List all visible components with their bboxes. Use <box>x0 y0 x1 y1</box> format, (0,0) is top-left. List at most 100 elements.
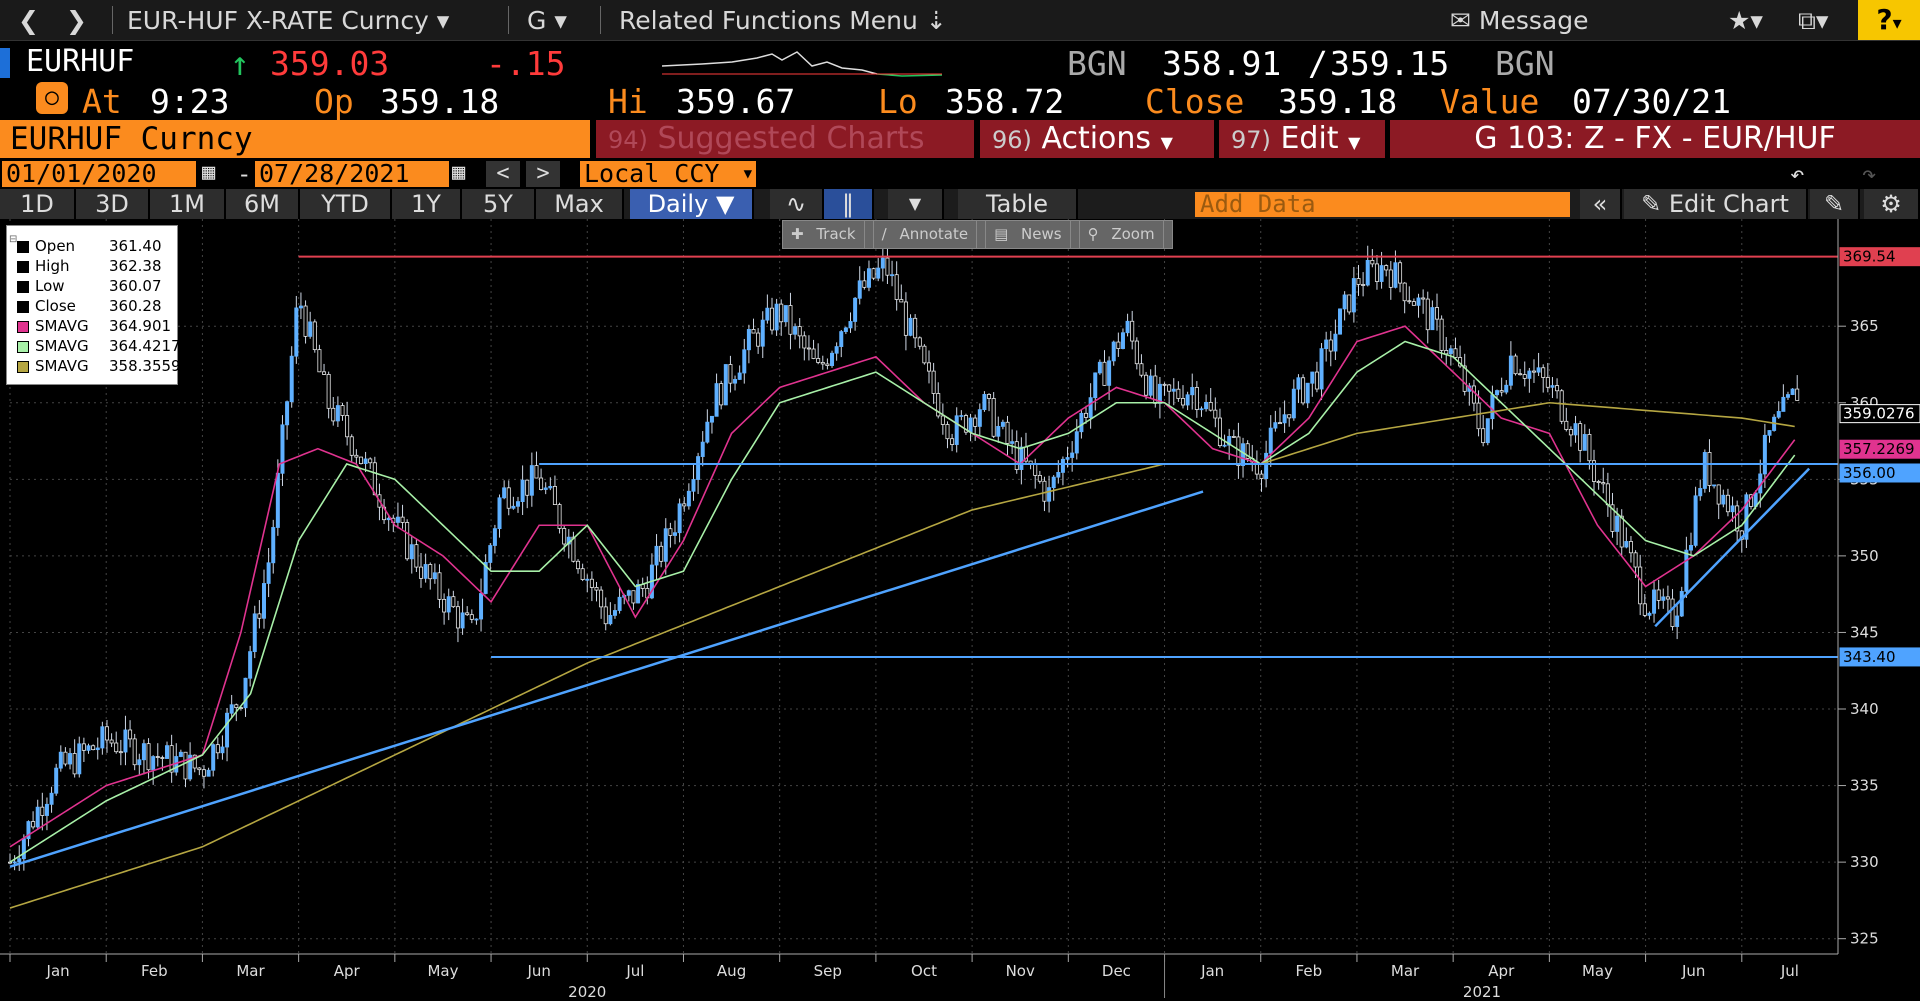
candle-body <box>636 584 641 604</box>
chart-legend[interactable]: ⊟ Open 361.40 High 362.38 Low 360.07 Close 3… <box>6 225 181 385</box>
tool-news[interactable]: ▤ News <box>986 221 1080 248</box>
candle-body <box>1638 566 1643 605</box>
forward-icon[interactable]: ❯ <box>66 6 87 35</box>
candle-body <box>1356 278 1361 285</box>
related-functions-menu[interactable]: Related Functions Menu ⇣ <box>619 6 947 35</box>
candle-body <box>1495 390 1500 396</box>
period-1m[interactable]: 1M <box>150 189 226 219</box>
tool-track[interactable]: ✚ Track <box>783 221 874 248</box>
collapse-icon[interactable]: « <box>1580 189 1622 219</box>
period-5y[interactable]: 5Y <box>462 189 536 219</box>
period-max[interactable]: Max <box>536 189 624 219</box>
candle-body <box>1245 443 1250 459</box>
undo-icon[interactable]: ↶ <box>1790 160 1805 188</box>
tool-annotate[interactable]: ∕ Annotate <box>874 221 987 248</box>
period-1d[interactable]: 1D <box>0 189 76 219</box>
window-export-icon[interactable]: ⧉▾ <box>1798 6 1829 35</box>
period-1y[interactable]: 1Y <box>392 189 462 219</box>
candle-body <box>1162 383 1167 386</box>
function-menu[interactable]: G ▾ <box>527 6 567 35</box>
candle-body <box>1596 481 1601 483</box>
redo-icon[interactable]: ↷ <box>1862 160 1877 188</box>
legend-collapse-icon[interactable]: ⊟ <box>9 234 18 245</box>
edit-chart-button[interactable]: ✎ Edit Chart <box>1624 189 1808 219</box>
candle-body <box>1785 394 1790 398</box>
candle-body <box>506 487 511 509</box>
currency-select[interactable]: Local CCY ▼ <box>580 161 756 187</box>
x-tick-label: Jun <box>526 962 550 980</box>
candle-body <box>940 415 945 425</box>
calendar-icon[interactable]: ▦ <box>452 160 466 185</box>
back-icon[interactable]: ❮ <box>18 6 39 35</box>
candle-body <box>1712 484 1717 487</box>
chart-type-dropdown[interactable]: ▼ <box>888 189 944 219</box>
start-date-field[interactable]: 01/01/2020 <box>2 161 196 187</box>
related-functions-label: Related Functions Menu <box>619 6 918 35</box>
x-tick-label: Jan <box>1200 962 1224 980</box>
candle-body <box>123 729 128 753</box>
period-6m[interactable]: 6M <box>226 189 300 219</box>
edit-button[interactable]: 97) Edit ▼ <box>1219 120 1385 158</box>
value-date: 07/30/21 <box>1572 82 1731 121</box>
candle-body <box>1444 350 1449 355</box>
candle-body <box>1568 429 1573 436</box>
tool-zoom[interactable]: ⚲ Zoom <box>1080 221 1172 248</box>
previous-period-button[interactable]: < <box>486 161 520 187</box>
actions-button[interactable]: 96) Actions ▼ <box>980 120 1214 158</box>
candle-body <box>1384 265 1389 271</box>
message-button[interactable]: ✉ Message <box>1450 6 1588 35</box>
tool-track-label: Track <box>808 221 865 248</box>
favorites-star-icon[interactable]: ★▾ <box>1728 6 1763 35</box>
alert-gauge-icon[interactable]: ◯ <box>36 82 68 114</box>
candle-body <box>266 562 271 584</box>
candle-body <box>682 503 687 507</box>
close-label: Close <box>1145 82 1245 121</box>
candle-body <box>1379 265 1384 282</box>
end-date-field[interactable]: 07/28/2021 <box>255 161 449 187</box>
candle-body <box>1176 388 1181 399</box>
candle-body <box>1462 365 1467 392</box>
candle-body <box>261 583 266 619</box>
candle-body <box>1647 612 1652 616</box>
price-tags: 369.54 359.0276 357.2269 356.00 343.40 <box>1839 247 1920 667</box>
candle-body <box>945 424 950 440</box>
next-period-button[interactable]: > <box>526 161 560 187</box>
candle-body <box>432 572 437 580</box>
candle-body <box>571 536 576 562</box>
candle-body <box>668 528 673 536</box>
candle-body <box>1268 427 1273 454</box>
security-input[interactable]: EURHUF Curncy <box>0 120 590 158</box>
divider <box>600 6 601 34</box>
price-chart[interactable]: 325330335340345350355360365 JanFebMarApr… <box>0 219 1920 1001</box>
legend-swatch <box>17 280 29 293</box>
drawing-tools-icon[interactable]: ✎ <box>1810 189 1860 219</box>
gear-icon[interactable]: ⚙ <box>1864 189 1920 219</box>
candle-body <box>529 465 534 496</box>
candle-body <box>419 566 424 579</box>
candle-body <box>469 614 474 620</box>
candle-body <box>298 305 303 309</box>
candle-body <box>719 383 724 406</box>
launchpad-toolbar: ❮ ❯ EUR-HUF X-RATE Curncy ▾ G ▾ Related … <box>0 0 1920 41</box>
candlestick-icon[interactable]: ‖ <box>824 189 874 219</box>
period-3d[interactable]: 3D <box>76 189 150 219</box>
security-menu[interactable]: EUR-HUF X-RATE Curncy ▾ <box>127 6 450 35</box>
y-tick-label: 325 <box>1850 930 1879 948</box>
calendar-icon[interactable]: ▦ <box>202 160 216 185</box>
candle-body <box>954 415 959 445</box>
add-data-input[interactable]: Add Data <box>1195 192 1570 217</box>
candle-body <box>1116 341 1121 349</box>
candle-body <box>1527 370 1532 379</box>
line-chart-icon[interactable]: ∿ <box>770 189 824 219</box>
actions-label: Actions <box>1041 121 1152 156</box>
candle-body <box>1333 333 1338 352</box>
candle-body <box>913 317 918 339</box>
legend-name: Low <box>35 277 65 295</box>
frequency-select[interactable]: Daily ▼ <box>630 189 754 219</box>
table-button[interactable]: Table <box>958 189 1078 219</box>
ask-price: 359.15 <box>1330 44 1450 83</box>
help-button[interactable]: ?▾ <box>1858 0 1920 40</box>
suggested-charts-button[interactable]: 94) Suggested Charts <box>596 120 974 158</box>
candle-body <box>1485 418 1490 444</box>
period-ytd[interactable]: YTD <box>300 189 392 219</box>
